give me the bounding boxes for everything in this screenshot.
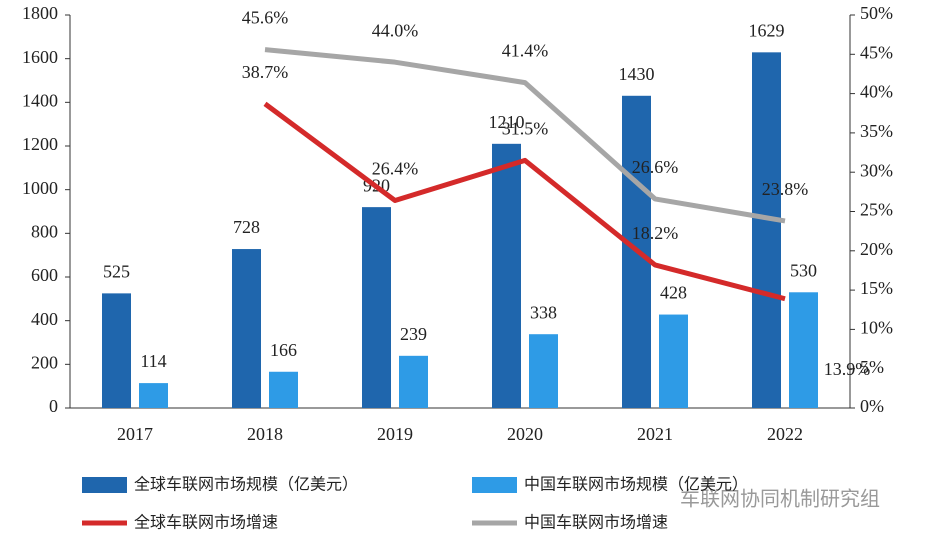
bar	[659, 314, 688, 408]
bar	[102, 293, 131, 408]
y-tick-label: 1800	[22, 3, 58, 23]
legend-swatch	[472, 477, 517, 493]
line-value-label: 31.5%	[502, 119, 549, 139]
bar-value-label: 1430	[619, 64, 655, 84]
y-tick-label: 1600	[22, 47, 58, 67]
y2-tick-label: 20%	[860, 239, 893, 259]
x-tick-label: 2021	[637, 424, 673, 444]
line-value-label: 23.8%	[762, 179, 809, 199]
line-value-label: 41.4%	[502, 41, 549, 61]
y2-tick-label: 50%	[860, 3, 893, 23]
line-value-label: 38.7%	[242, 62, 289, 82]
bar-value-label: 1629	[749, 20, 785, 40]
y2-tick-label: 5%	[860, 357, 884, 377]
bar-value-label: 239	[400, 324, 427, 344]
legend-label: 中国车联网市场增速	[524, 513, 668, 532]
line-value-label: 45.6%	[242, 8, 289, 28]
bar	[139, 383, 168, 408]
bar-value-label: 728	[233, 217, 260, 237]
y-tick-label: 1400	[22, 90, 58, 110]
x-tick-label: 2017	[117, 424, 153, 444]
bar-value-label: 428	[660, 283, 687, 303]
y-tick-label: 400	[31, 309, 58, 329]
watermark: 车联网协同机制研究组	[680, 487, 880, 511]
y2-tick-label: 25%	[860, 200, 893, 220]
x-tick-label: 2022	[767, 424, 803, 444]
legend-label: 中国车联网市场规模（亿美元）	[524, 475, 748, 494]
y-tick-label: 1000	[22, 178, 58, 198]
bar-value-label: 114	[140, 351, 166, 371]
line-value-label: 18.2%	[632, 223, 679, 243]
line	[264, 47, 786, 224]
y2-tick-label: 45%	[860, 42, 893, 62]
bar	[492, 143, 521, 409]
legend-swatch	[82, 477, 127, 493]
line	[263, 101, 786, 302]
line-value-label: 26.4%	[372, 159, 419, 179]
bar	[269, 371, 298, 408]
y2-tick-label: 30%	[860, 160, 893, 180]
legend-label: 全球车联网市场规模（亿美元）	[134, 475, 358, 494]
x-tick-label: 2018	[247, 424, 283, 444]
y-tick-label: 0	[49, 396, 58, 416]
bar-value-label: 338	[530, 302, 557, 322]
y-tick-label: 200	[31, 352, 58, 372]
bar-value-label: 530	[790, 260, 817, 280]
y-tick-label: 1200	[22, 134, 58, 154]
line-value-label: 44.0%	[372, 20, 419, 40]
x-tick-label: 2019	[377, 424, 413, 444]
line-value-label: 26.6%	[632, 157, 679, 177]
y2-tick-label: 15%	[860, 278, 893, 298]
y-tick-label: 800	[31, 221, 58, 241]
legend-label: 全球车联网市场增速	[134, 513, 278, 532]
y2-tick-label: 35%	[860, 121, 893, 141]
bar-value-label: 166	[270, 340, 297, 360]
y2-tick-label: 40%	[860, 82, 893, 102]
bar	[362, 207, 391, 408]
bar-value-label: 1210	[489, 112, 525, 132]
bar	[529, 334, 558, 408]
x-tick-label: 2020	[507, 424, 543, 444]
line-value-label: 13.9%	[824, 359, 871, 379]
y2-tick-label: 10%	[860, 318, 893, 338]
bar	[232, 249, 261, 408]
y2-tick-label: 0%	[860, 396, 884, 416]
bar	[789, 292, 818, 408]
bar-value-label: 525	[103, 262, 130, 282]
bar	[752, 52, 781, 409]
y-tick-label: 600	[31, 265, 58, 285]
bar	[399, 355, 428, 408]
